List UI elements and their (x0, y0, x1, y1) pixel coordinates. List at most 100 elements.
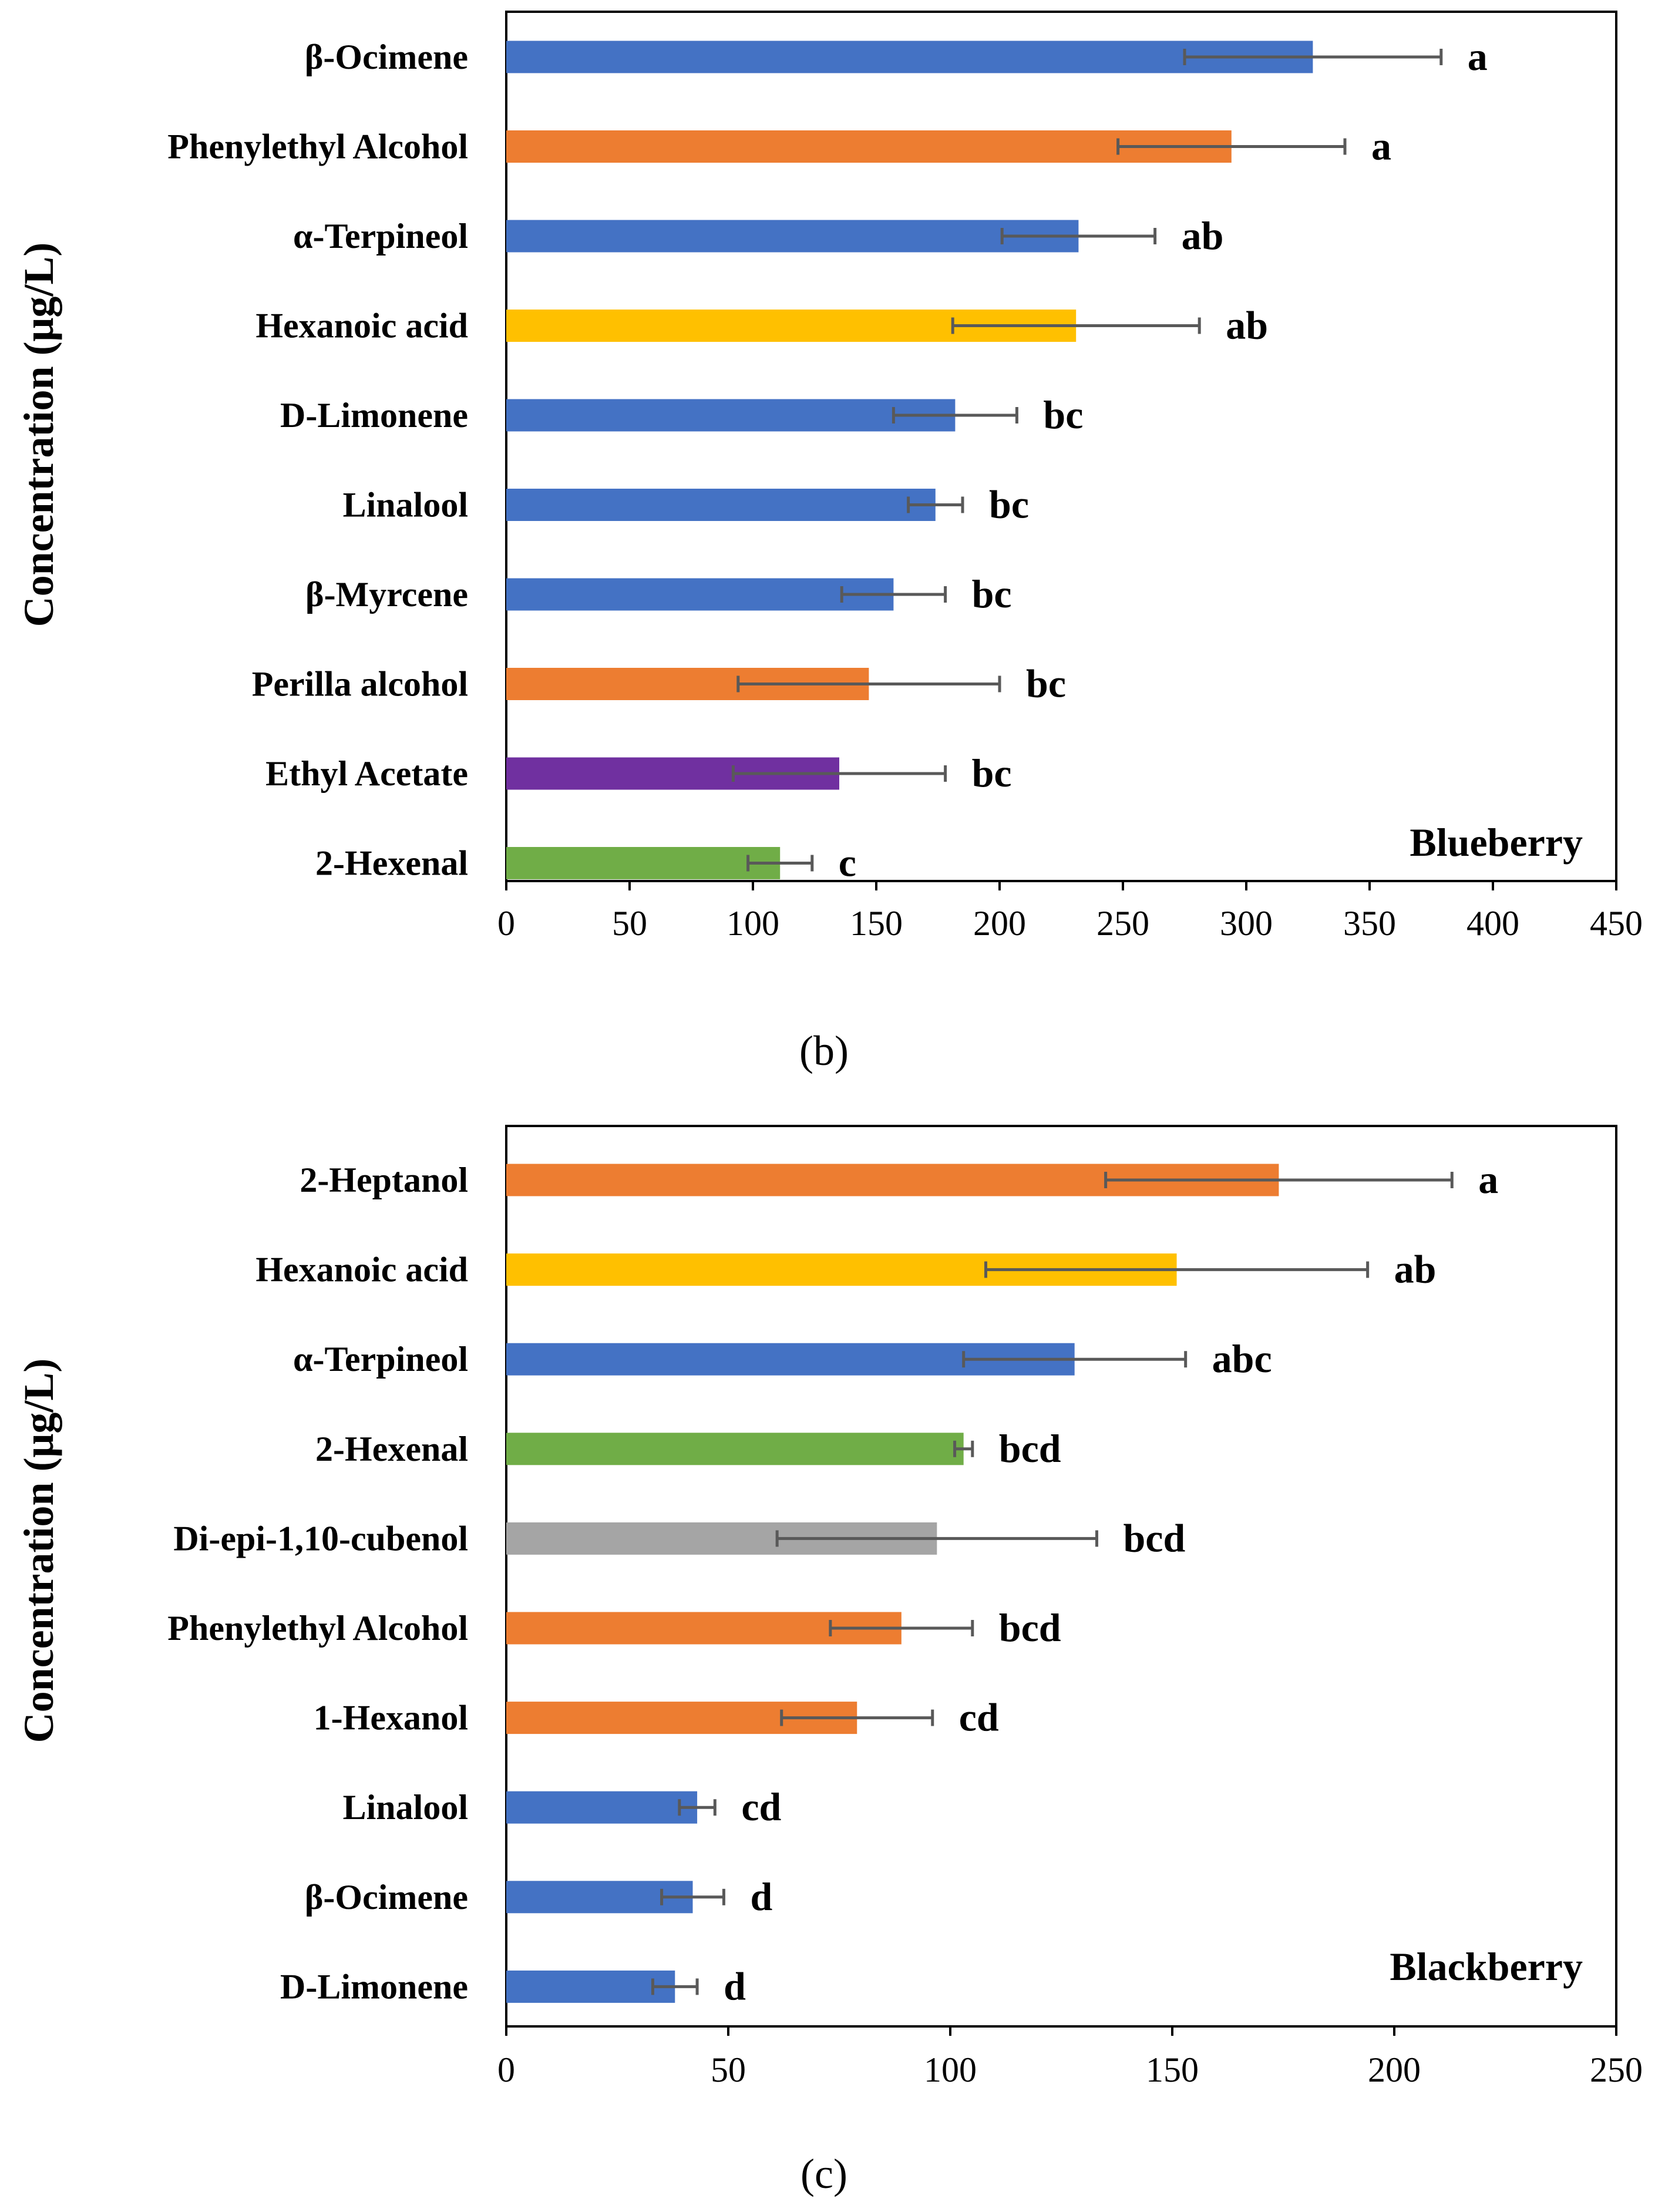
category-labels: 2-Heptanol Hexanoic acid α-Terpineol 2-Hexe… (167, 1161, 468, 2006)
category-label: α-Terpineol (293, 1340, 468, 1379)
category-label: 2-Hexenal (315, 1430, 468, 1468)
x-tick-label: 100 (726, 904, 779, 943)
significance-letter: bcd (1123, 1515, 1185, 1560)
error-bar (829, 1620, 974, 1636)
x-tick-label: 0 (497, 2050, 515, 2089)
error-bar (951, 317, 1201, 334)
significance-letter: a (1468, 34, 1488, 79)
significance-letter: abc (1212, 1336, 1272, 1381)
x-axis: 0 50 100 150 200 250 300 350 400 450 (497, 881, 1643, 943)
significance-letter: bcd (999, 1426, 1061, 1471)
error-bar (1183, 49, 1443, 65)
y-axis-label: Concentration (μg/L) (15, 243, 62, 627)
panel-blackberry: 2-Heptanol Hexanoic acid α-Terpineol 2-Hexe… (15, 1125, 1643, 2197)
category-label: Ethyl Acetate (265, 754, 468, 793)
category-label: D-Limonene (280, 1967, 468, 2006)
significance-letter: bc (972, 751, 1012, 795)
x-tick-label: 250 (1590, 2050, 1643, 2089)
bar (506, 489, 936, 521)
x-tick-label: 0 (497, 904, 515, 943)
bar (506, 578, 894, 611)
x-tick-label: 150 (850, 904, 903, 943)
x-tick-label: 200 (1368, 2050, 1421, 2089)
significance-letter: bc (1043, 392, 1083, 437)
category-label: β-Myrcene (305, 575, 468, 614)
error-bars (731, 49, 1443, 872)
significance-letter: bc (972, 572, 1012, 616)
y-axis-label: Concentration (μg/L) (15, 1359, 62, 1743)
error-bar (678, 1799, 717, 1816)
x-tick-label: 400 (1466, 904, 1519, 943)
x-tick-label: 150 (1146, 2050, 1199, 2089)
x-tick-label: 450 (1590, 904, 1643, 943)
significance-letter: c (839, 841, 856, 885)
x-tick-label: 50 (612, 904, 647, 943)
plot-frame (505, 11, 1617, 882)
significance-letter: d (750, 1874, 772, 1919)
category-label: 2-Hexenal (315, 844, 468, 883)
x-tick-label: 250 (1096, 904, 1149, 943)
bar (506, 41, 1313, 73)
bar (506, 399, 956, 432)
panel-caption: (b) (799, 1027, 849, 1074)
error-bar (1104, 1172, 1454, 1188)
plot-frame (505, 1125, 1617, 2028)
significance-letter: ab (1226, 303, 1268, 348)
category-label: β-Ocimene (305, 1878, 468, 1917)
error-bar (1000, 228, 1157, 244)
bars (506, 1164, 1279, 2003)
bar (506, 847, 781, 879)
error-bar (984, 1261, 1370, 1278)
significance-letter: bc (989, 482, 1029, 527)
error-bar (780, 1709, 934, 1726)
category-label: Di-epi-1,10-cubenol (173, 1519, 468, 1558)
significance-letter: bc (1026, 661, 1066, 706)
category-label: Hexanoic acid (255, 1250, 468, 1289)
panel-title: Blueberry (1410, 820, 1583, 865)
category-label: D-Limonene (280, 396, 468, 435)
significance-letter: d (724, 1964, 746, 2008)
bar (506, 1433, 964, 1465)
category-label: 2-Heptanol (300, 1161, 468, 1199)
error-bar (731, 765, 947, 782)
error-bar (1116, 138, 1347, 155)
panel-caption: (c) (800, 2150, 847, 2197)
bar (506, 1970, 675, 2003)
category-label: Perilla alcohol (252, 665, 468, 704)
panel-blueberry: β-Ocimene Phenylethyl Alcohol α-Terpineol H… (15, 11, 1643, 1074)
error-bar (736, 675, 1001, 692)
significance-letter: cd (959, 1695, 999, 1740)
x-tick-label: 50 (711, 2050, 746, 2089)
significance-letter: cd (741, 1784, 781, 1829)
error-bar (953, 1440, 974, 1457)
bar (506, 1791, 698, 1824)
significance-letter: ab (1394, 1247, 1437, 1292)
category-label: β-Ocimene (305, 38, 468, 76)
error-bar (962, 1351, 1188, 1368)
panel-title: Blackberry (1390, 1944, 1583, 1989)
category-label: Hexanoic acid (255, 307, 468, 345)
category-label: Phenylethyl Alcohol (167, 1609, 468, 1648)
category-labels: β-Ocimene Phenylethyl Alcohol α-Terpineol H… (167, 38, 468, 883)
significance-letter: bcd (999, 1605, 1061, 1650)
significance-letter: ab (1182, 213, 1224, 258)
bars (506, 41, 1313, 879)
significance-letter: a (1478, 1157, 1498, 1202)
category-label: 1-Hexanol (314, 1699, 468, 1737)
significance-letter: a (1371, 124, 1391, 169)
category-label: α-Terpineol (293, 217, 468, 256)
error-bar (660, 1888, 725, 1905)
category-label: Phenylethyl Alcohol (167, 127, 468, 166)
x-tick-label: 100 (924, 2050, 977, 2089)
error-bar (775, 1530, 1098, 1547)
x-tick-label: 300 (1220, 904, 1273, 943)
x-axis: 0 50 100 150 200 250 (497, 2026, 1643, 2089)
error-bar (746, 855, 814, 872)
category-label: Linalool (343, 486, 468, 525)
x-tick-label: 350 (1343, 904, 1396, 943)
x-tick-label: 200 (973, 904, 1026, 943)
bar (506, 220, 1079, 253)
